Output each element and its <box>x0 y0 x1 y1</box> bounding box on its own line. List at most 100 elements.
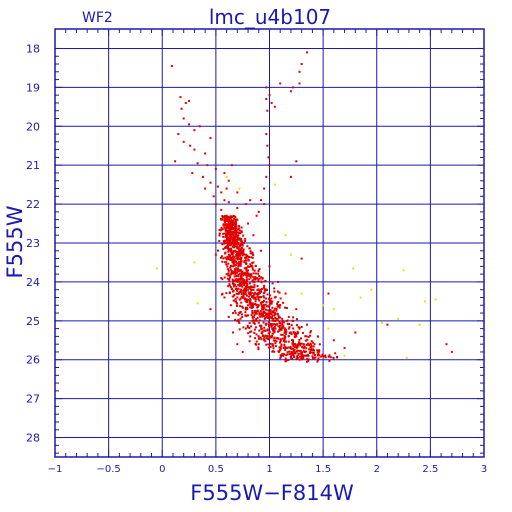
data-point <box>239 277 242 280</box>
data-point <box>269 294 272 297</box>
data-point <box>218 228 221 231</box>
data-point <box>259 302 262 305</box>
data-point <box>252 281 255 284</box>
data-point <box>249 252 252 255</box>
data-point <box>235 238 238 241</box>
data-point <box>287 346 290 349</box>
data-point <box>244 282 247 285</box>
data-point <box>237 320 240 323</box>
data-point <box>317 359 320 362</box>
data-point <box>250 292 253 295</box>
data-point <box>236 254 239 257</box>
data-point <box>243 260 246 263</box>
data-point <box>235 240 238 243</box>
data-point <box>324 354 327 357</box>
data-point <box>244 257 247 260</box>
data-point <box>225 225 228 228</box>
data-point <box>306 342 309 345</box>
data-point <box>234 221 237 224</box>
data-point <box>259 336 262 339</box>
data-point <box>293 336 296 339</box>
data-point <box>224 234 227 237</box>
data-point <box>257 210 260 213</box>
data-point <box>276 304 279 307</box>
data-point <box>305 354 308 357</box>
data-point <box>302 343 305 346</box>
data-point <box>242 291 245 294</box>
data-point <box>424 300 427 303</box>
data-point <box>309 343 312 346</box>
data-point <box>268 299 271 302</box>
data-point <box>247 265 250 268</box>
data-point <box>265 322 268 325</box>
data-point <box>313 356 316 359</box>
data-point <box>247 314 250 317</box>
data-point <box>222 232 225 235</box>
data-point <box>264 308 267 311</box>
data-point <box>229 276 232 279</box>
data-point <box>248 286 251 289</box>
data-point <box>225 187 228 190</box>
data-point <box>294 333 297 336</box>
data-point <box>236 267 239 270</box>
data-point <box>231 256 234 259</box>
data-point <box>238 187 241 190</box>
data-point <box>308 348 311 351</box>
data-point <box>224 261 227 264</box>
data-point <box>313 343 316 346</box>
data-point <box>260 276 263 279</box>
data-point <box>233 294 236 297</box>
data-point <box>241 244 244 247</box>
data-point <box>249 250 252 253</box>
data-point <box>298 338 301 341</box>
data-point <box>228 254 231 257</box>
tick-labels: −1 −0.5 0 0.5 1 1.5 2 2.5 3 18 19 20 21 22 23 24 25 26 27 2… <box>26 42 487 475</box>
data-point <box>188 123 191 126</box>
data-point <box>249 306 252 309</box>
data-point <box>235 274 238 277</box>
data-point <box>293 356 296 359</box>
data-point <box>249 276 252 279</box>
data-point <box>233 229 236 232</box>
data-point <box>253 269 256 272</box>
data-point <box>223 246 226 249</box>
x-tick-label: −1 <box>48 464 63 475</box>
data-point <box>258 274 261 277</box>
data-point <box>271 343 274 346</box>
data-point <box>282 354 285 357</box>
data-point <box>180 107 183 110</box>
data-point <box>359 296 362 299</box>
data-point <box>270 101 273 104</box>
data-point <box>279 340 282 343</box>
data-point <box>237 318 240 321</box>
data-point <box>229 238 232 241</box>
data-point <box>343 347 346 350</box>
data-point <box>257 321 260 324</box>
data-point <box>240 280 243 283</box>
data-point <box>243 267 246 270</box>
data-point <box>240 284 243 287</box>
data-point <box>290 333 293 336</box>
data-point <box>228 277 231 280</box>
data-point <box>240 289 243 292</box>
data-point <box>230 233 233 236</box>
data-point <box>318 354 321 357</box>
data-point <box>227 224 230 227</box>
data-point <box>209 308 212 311</box>
data-point <box>307 360 310 363</box>
data-point <box>292 344 295 347</box>
data-point <box>248 300 251 303</box>
data-point <box>238 282 241 285</box>
data-point <box>274 342 277 345</box>
data-point <box>245 268 248 271</box>
data-point <box>250 286 253 289</box>
data-point <box>258 329 261 332</box>
data-point <box>262 311 265 314</box>
data-point <box>254 276 257 279</box>
y-tick-label: 20 <box>26 120 40 133</box>
data-point <box>309 331 312 334</box>
data-point <box>236 302 239 305</box>
data-point <box>263 299 266 302</box>
data-point <box>233 238 236 241</box>
data-point <box>232 312 235 315</box>
